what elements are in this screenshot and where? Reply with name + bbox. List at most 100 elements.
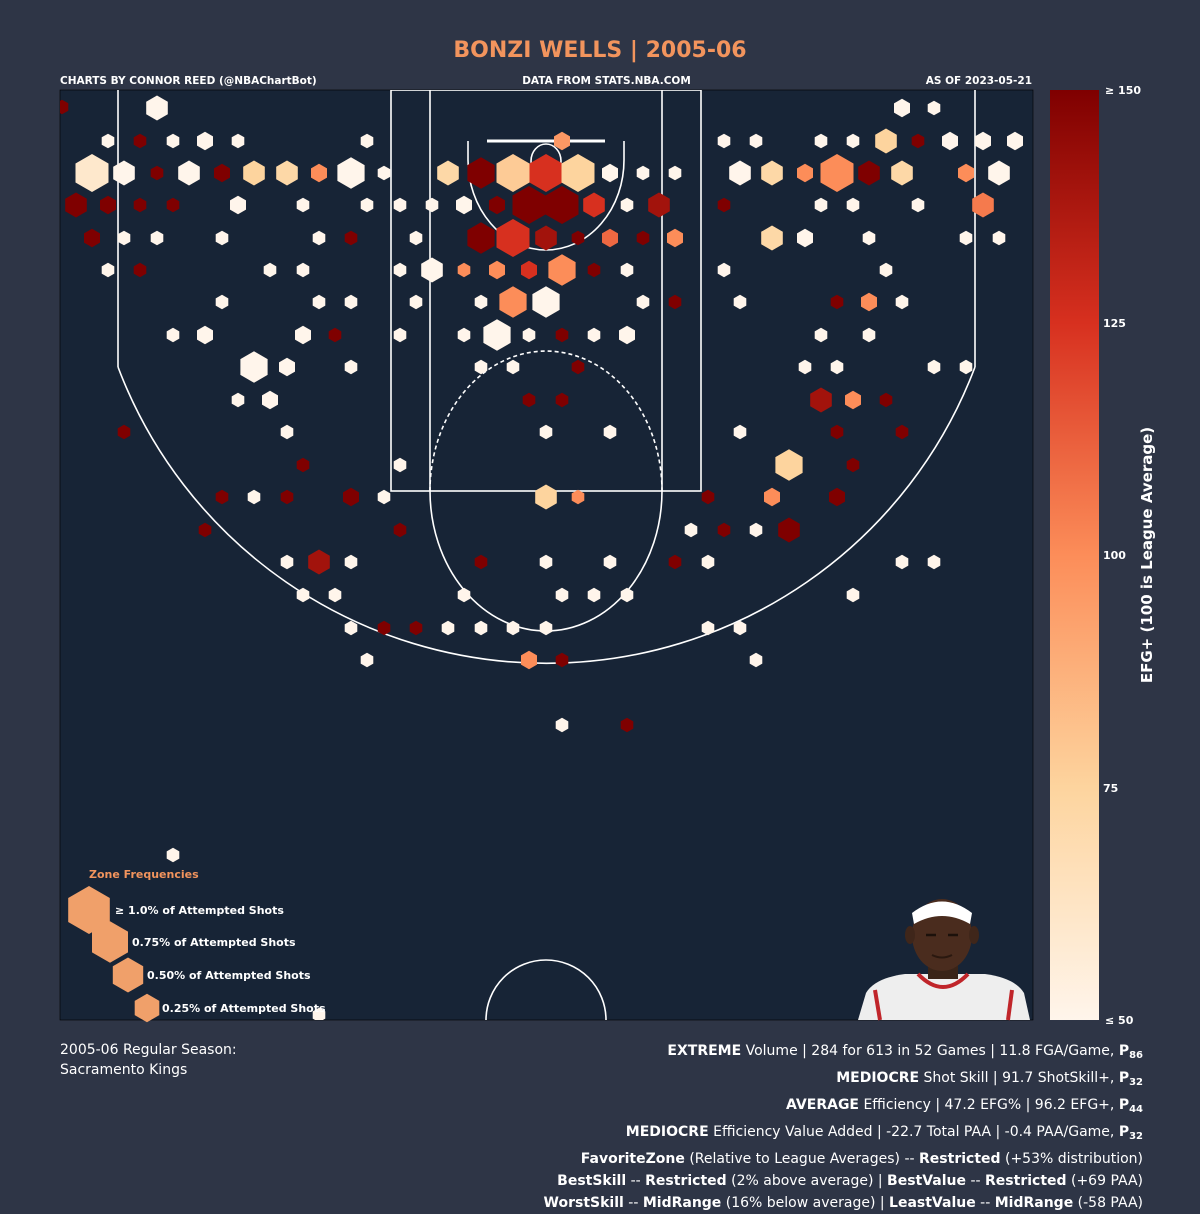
legend-label-1: ≥ 1.0% of Attempted Shots xyxy=(115,904,284,917)
hex-bin xyxy=(296,197,310,213)
hex-bin xyxy=(749,522,763,538)
colorbar-ticks: ≥ 150 125 100 75 ≤ 50 xyxy=(1103,84,1141,1027)
hex-bin xyxy=(927,359,941,375)
hex-bin xyxy=(814,197,828,213)
hex-bin xyxy=(512,186,546,224)
stat-best: BestSkill -- Restricted (2% above averag… xyxy=(557,1173,1143,1189)
hex-bin xyxy=(263,262,277,278)
legend-label-2: 0.75% of Attempted Shots xyxy=(132,936,296,949)
hex-bin xyxy=(489,195,505,215)
hex-bin xyxy=(733,294,747,310)
hex-bin xyxy=(499,286,527,318)
hex-bin xyxy=(75,154,109,192)
hex-bin xyxy=(701,620,715,636)
headband xyxy=(912,901,972,924)
hex-bin xyxy=(555,392,569,408)
hex-bin xyxy=(636,294,650,310)
hex-bin xyxy=(798,359,812,375)
hex-bin xyxy=(276,160,298,186)
hex-bin xyxy=(84,228,100,248)
hex-bin xyxy=(891,160,913,186)
hex-bin xyxy=(506,359,520,375)
hex-bin xyxy=(602,163,618,183)
hex-bin xyxy=(829,487,845,507)
hex-bin xyxy=(571,489,585,505)
hex-bin xyxy=(602,228,618,248)
hex-bin xyxy=(60,99,69,115)
stat-favorite-zone: FavoriteZone (Relative to League Average… xyxy=(580,1151,1143,1167)
hex-bin xyxy=(489,260,505,280)
hex-bin xyxy=(764,487,780,507)
chart-title: BONZI WELLS | 2005-06 xyxy=(453,38,747,63)
hex-bin xyxy=(535,225,557,251)
legend-label-3: 0.50% of Attempted Shots xyxy=(147,969,311,982)
hex-bin xyxy=(858,160,880,186)
hex-bin xyxy=(554,131,570,151)
hex-bin xyxy=(312,294,326,310)
season-label: 2005-06 Regular Season: xyxy=(60,1042,237,1058)
hex-bin xyxy=(117,230,131,246)
hex-bin xyxy=(344,230,358,246)
hex-bin xyxy=(532,286,560,318)
legend-hex-4 xyxy=(134,993,160,1023)
hex-bin xyxy=(296,587,310,603)
free-throw-circle-top xyxy=(429,350,663,492)
hex-bin xyxy=(830,359,844,375)
hex-bin xyxy=(717,522,731,538)
hex-bin xyxy=(483,319,511,351)
colorbar-tick-100: 100 xyxy=(1103,549,1126,562)
hex-bin xyxy=(820,154,854,192)
colorbar-tick-125: 125 xyxy=(1103,317,1126,330)
hex-bin xyxy=(215,230,229,246)
hex-bin xyxy=(701,554,715,570)
hex-bin xyxy=(668,165,682,181)
hex-bin xyxy=(150,230,164,246)
hex-bin xyxy=(539,554,553,570)
hex-bin xyxy=(133,133,147,149)
hex-bin xyxy=(555,587,569,603)
hex-bin xyxy=(280,554,294,570)
hex-bin xyxy=(214,163,230,183)
hex-bin xyxy=(337,157,365,189)
hex-bin xyxy=(603,424,617,440)
hex-bin xyxy=(846,197,860,213)
hex-bin xyxy=(587,587,601,603)
hex-bin xyxy=(555,717,569,733)
credit-author: CHARTS BY CONNOR REED (@NBAChartBot) xyxy=(60,75,317,87)
hex-bin xyxy=(506,620,520,636)
hex-bin xyxy=(717,197,731,213)
hex-bin xyxy=(583,192,605,218)
hex-bin xyxy=(814,327,828,343)
hex-bin xyxy=(761,160,783,186)
hex-bin xyxy=(344,620,358,636)
hex-bin xyxy=(146,95,168,121)
hex-bin xyxy=(911,197,925,213)
hex-bin xyxy=(377,620,391,636)
hex-bin xyxy=(393,457,407,473)
hex-bin xyxy=(343,487,359,507)
hex-bin xyxy=(701,489,715,505)
zone-frequency-legend: Zone Frequencies ≥ 1.0% of Attempted Sho… xyxy=(68,868,326,1023)
hex-bin xyxy=(775,449,803,481)
hex-bin xyxy=(778,517,800,543)
stat-skill: MEDIOCRE Shot Skill | 91.7 ShotSkill+, P… xyxy=(836,1070,1143,1088)
hex-bin xyxy=(474,620,488,636)
hex-bin xyxy=(231,392,245,408)
credit-date: AS OF 2023-05-21 xyxy=(925,75,1032,87)
hex-bin xyxy=(942,131,958,151)
hex-bin xyxy=(620,587,634,603)
hex-bin xyxy=(215,294,229,310)
hex-bin xyxy=(975,131,991,151)
hex-bin xyxy=(895,294,909,310)
hex-bin xyxy=(425,197,439,213)
hex-bin xyxy=(522,392,536,408)
hex-bin xyxy=(360,133,374,149)
hex-bin xyxy=(437,160,459,186)
hex-bin xyxy=(862,230,876,246)
hex-bin xyxy=(393,262,407,278)
hex-bin xyxy=(113,160,135,186)
center-circle xyxy=(485,959,607,1020)
hex-bin xyxy=(457,327,471,343)
hex-bin xyxy=(166,197,180,213)
hex-bin xyxy=(814,133,828,149)
